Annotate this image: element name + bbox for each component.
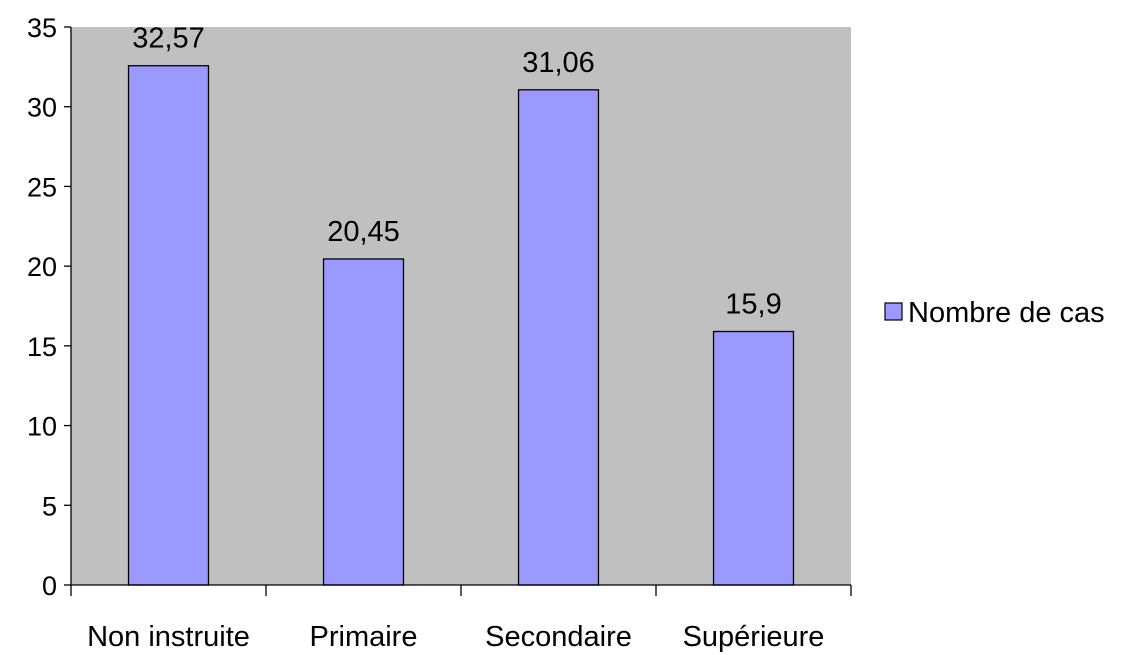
bar [712, 330, 795, 586]
legend: Nombre de cas [884, 297, 1105, 329]
bar-value-label: 31,06 [522, 47, 595, 79]
bars-group [127, 65, 795, 586]
legend-swatch [884, 302, 903, 321]
y-tick-label: 20 [27, 252, 57, 282]
bar-value-label: 15,9 [725, 289, 781, 321]
x-category-label: Primaire [310, 621, 418, 653]
bar-value-label: 32,57 [132, 23, 205, 55]
y-tick-label: 5 [42, 491, 57, 521]
y-tick-label: 0 [42, 571, 57, 601]
legend-label: Nombre de cas [908, 297, 1105, 329]
bar-value-label: 20,45 [327, 216, 400, 248]
y-tick-label: 30 [27, 93, 57, 123]
x-category-label: Secondaire [485, 621, 632, 653]
x-axis-ticks: Non instruite Primaire Secondaire Supérieur… [70, 585, 852, 653]
y-axis-ticks: 0 5 10 15 20 25 30 35 [27, 13, 71, 601]
bar [127, 65, 210, 586]
y-tick-label: 25 [27, 172, 57, 202]
bar [322, 258, 405, 586]
x-category-label: Supérieure [683, 621, 825, 653]
y-tick-label: 15 [27, 332, 57, 362]
bar [517, 89, 600, 586]
y-tick-label: 10 [27, 412, 57, 442]
data-labels-group: 32,57 20,45 31,06 15,9 [132, 23, 782, 321]
y-tick-label: 35 [27, 13, 57, 43]
x-category-label: Non instruite [87, 621, 250, 653]
